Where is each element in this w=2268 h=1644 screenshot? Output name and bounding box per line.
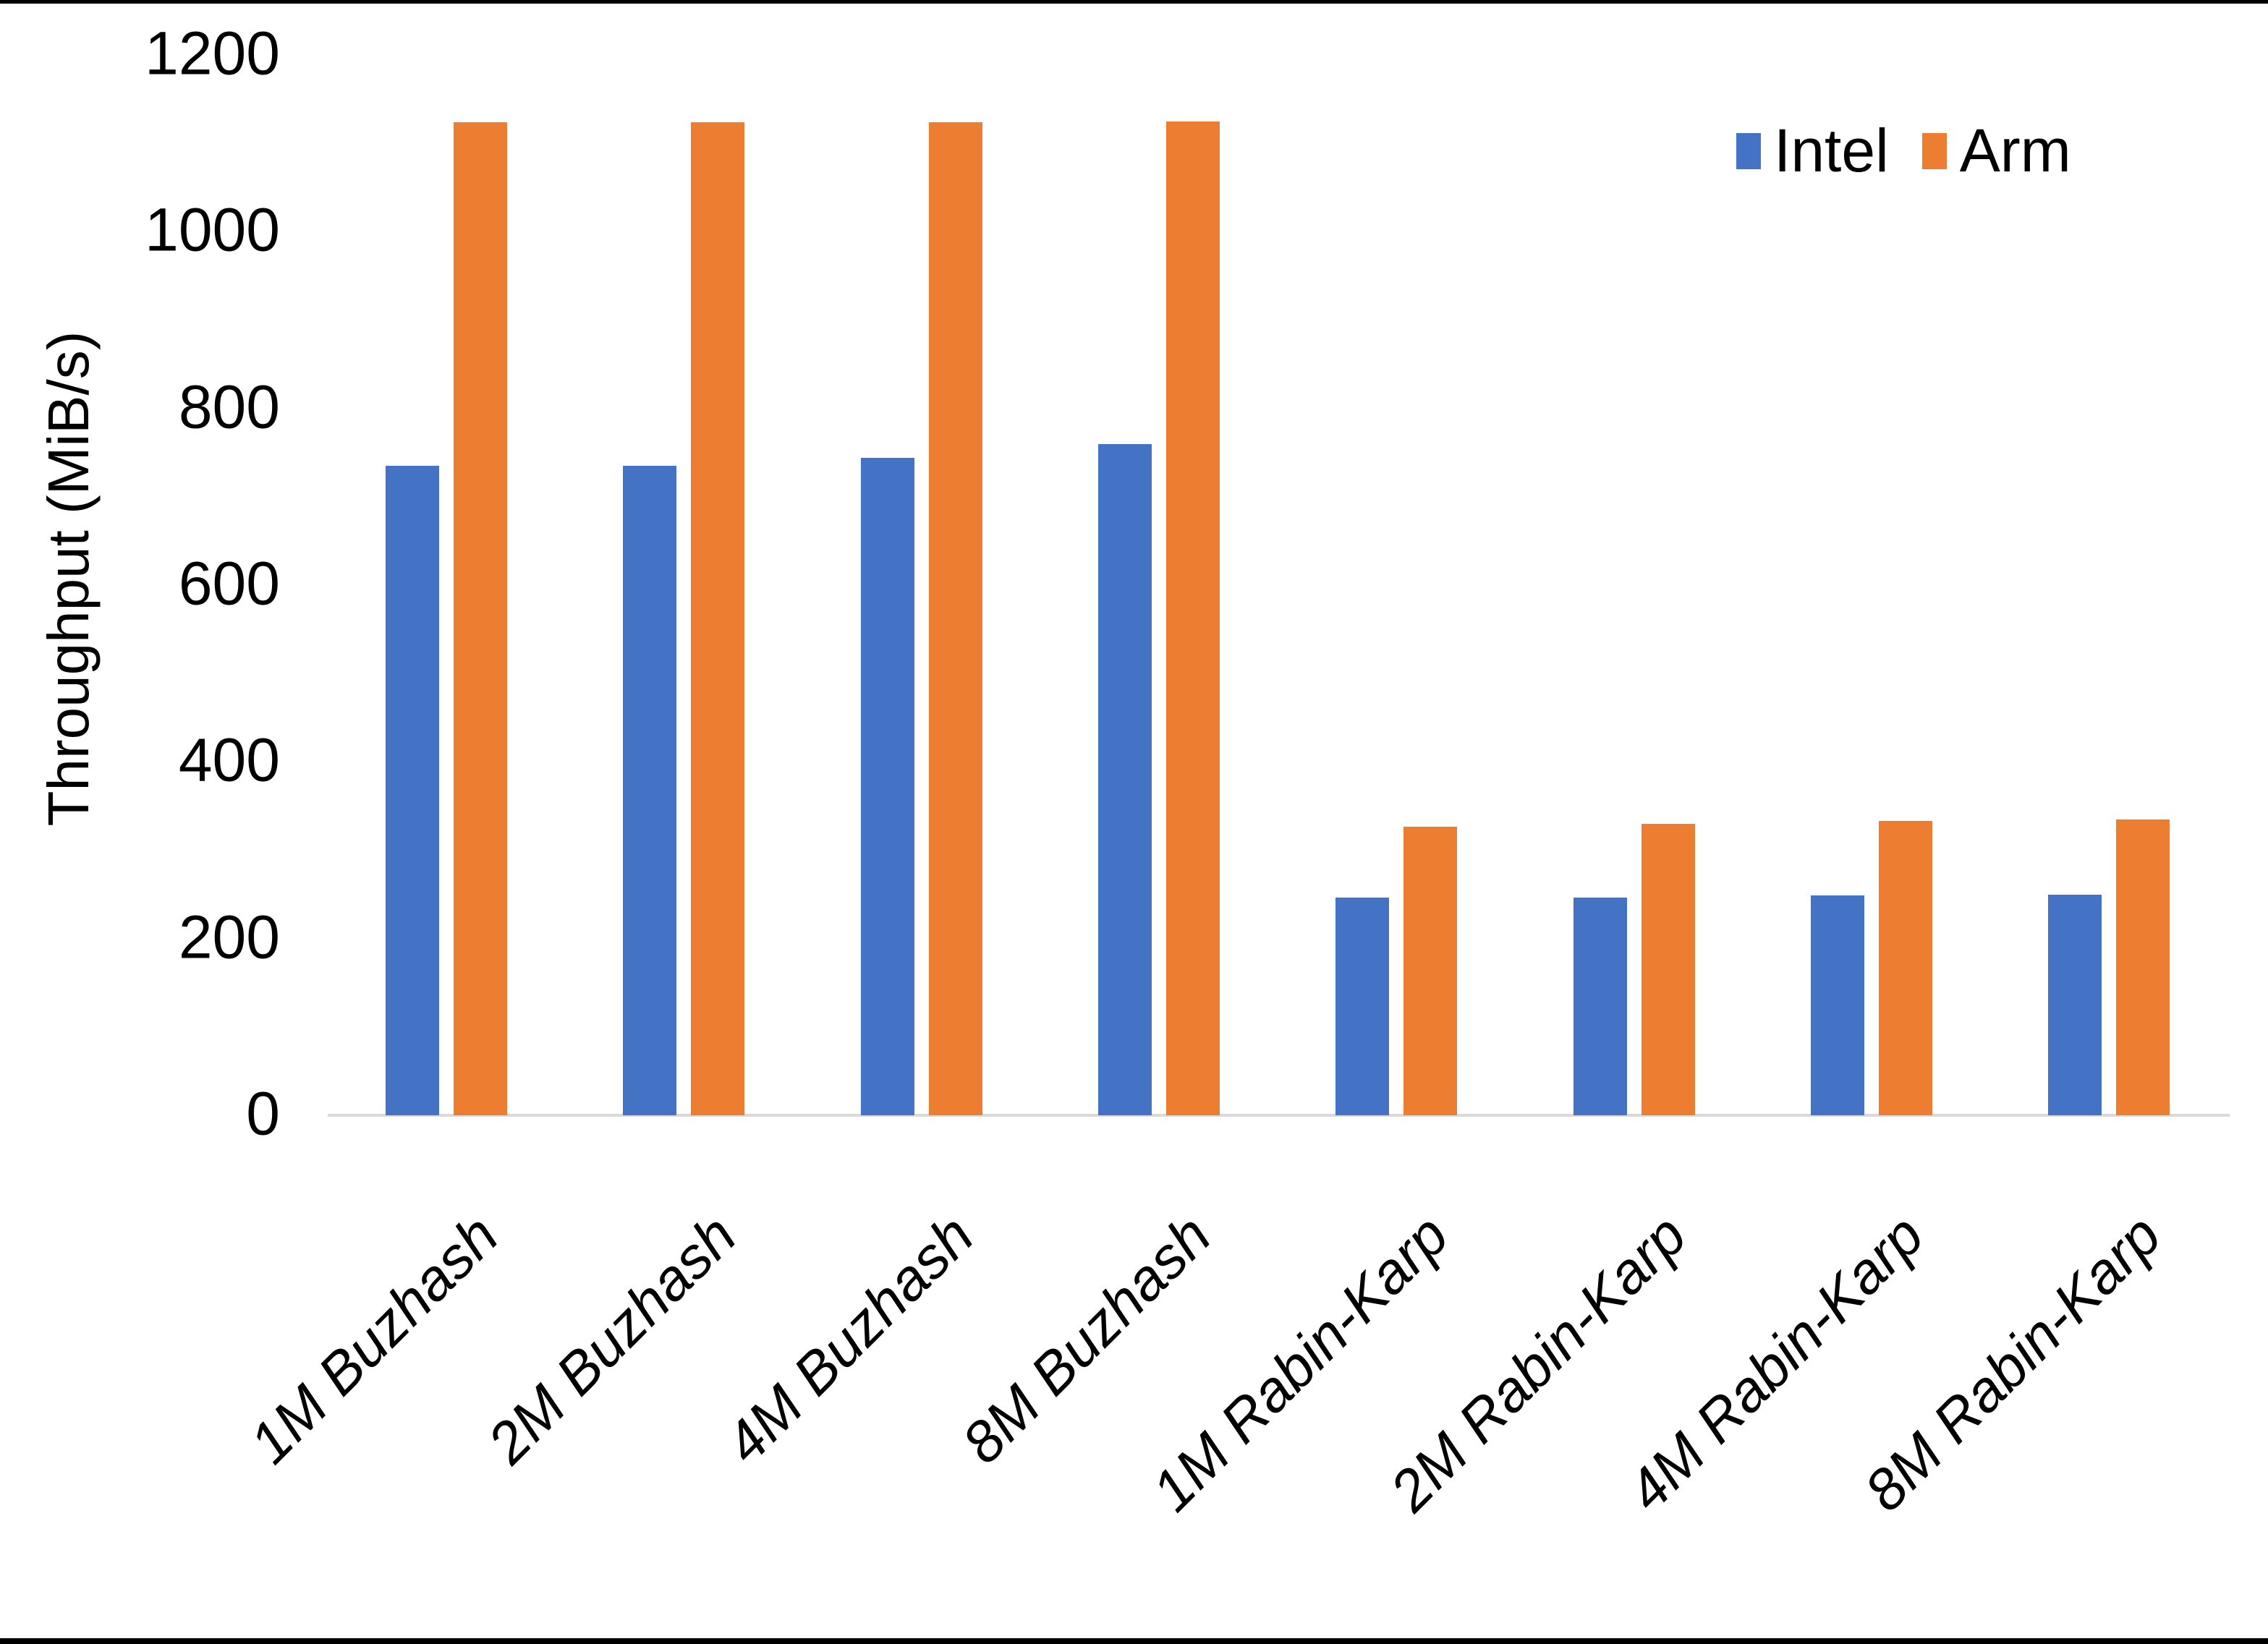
y-tick-label-600: 600 bbox=[178, 549, 280, 618]
x-axis-line bbox=[328, 1114, 2230, 1117]
legend-label-arm: Arm bbox=[1959, 116, 2071, 184]
bar-intel-4m-rabin-karp bbox=[1810, 895, 1864, 1115]
bar-arm-2m-rabin-karp bbox=[1641, 823, 1695, 1115]
y-axis-title: Throughput (MiB/s) bbox=[36, 331, 101, 827]
bar-arm-1m-rabin-karp bbox=[1403, 826, 1458, 1115]
bar-intel-2m-rabin-karp bbox=[1573, 898, 1627, 1115]
bar-arm-4m-rabin-karp bbox=[1878, 821, 1932, 1115]
y-tick-label-1200: 1200 bbox=[145, 19, 280, 88]
y-tick-label-800: 800 bbox=[178, 372, 280, 441]
bar-arm-8m-rabin-karp bbox=[2116, 819, 2170, 1115]
x-tick-label-1m-buzhash: 1M Buzhash bbox=[237, 1202, 511, 1476]
bar-intel-1m-buzhash bbox=[386, 466, 440, 1115]
bar-intel-2m-buzhash bbox=[623, 466, 677, 1115]
legend-item-arm: Arm bbox=[1921, 116, 2071, 186]
legend: Intel Arm bbox=[1736, 116, 2071, 186]
x-tick-label-2m-buzhash: 2M Buzhash bbox=[475, 1202, 749, 1476]
legend-item-intel: Intel bbox=[1736, 116, 1889, 186]
legend-label-intel: Intel bbox=[1774, 116, 1889, 184]
y-tick-label-200: 200 bbox=[178, 903, 280, 971]
bar-intel-4m-buzhash bbox=[860, 458, 914, 1115]
x-tick-label-4m-buzhash: 4M Buzhash bbox=[713, 1202, 986, 1476]
bar-arm-2m-buzhash bbox=[691, 122, 745, 1115]
bar-arm-1m-buzhash bbox=[454, 122, 508, 1115]
y-tick-label-400: 400 bbox=[178, 725, 280, 794]
bar-arm-4m-buzhash bbox=[928, 122, 982, 1115]
legend-swatch-arm bbox=[1921, 132, 1947, 169]
bar-intel-1m-rabin-karp bbox=[1335, 898, 1390, 1115]
bar-intel-8m-buzhash bbox=[1098, 443, 1152, 1115]
top-border bbox=[0, 0, 2268, 4]
y-tick-label-0: 0 bbox=[246, 1079, 280, 1148]
bottom-border bbox=[0, 1638, 2268, 1644]
legend-swatch-intel bbox=[1736, 132, 1761, 169]
bar-arm-8m-buzhash bbox=[1166, 121, 1220, 1115]
bar-intel-8m-rabin-karp bbox=[2048, 894, 2102, 1115]
y-tick-label-1000: 1000 bbox=[145, 195, 280, 264]
